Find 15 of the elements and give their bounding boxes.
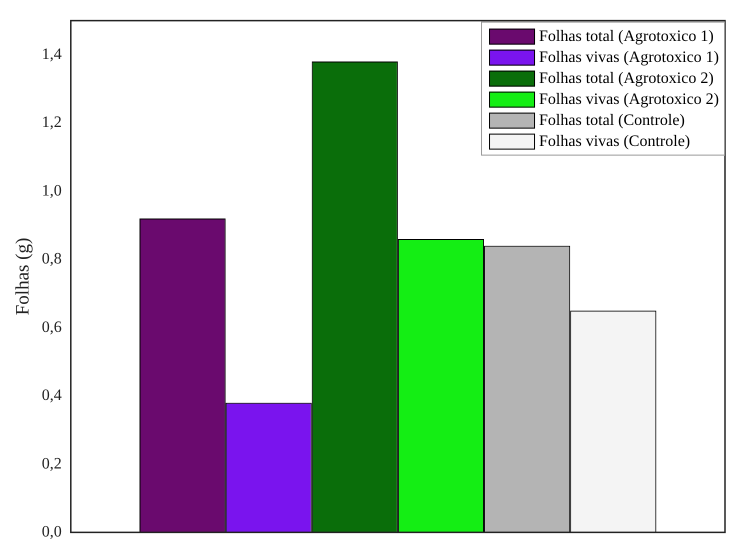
- y-tick-label: 0,8: [42, 250, 62, 268]
- y-tick-label: 1,4: [42, 46, 62, 63]
- y-tick-label: 1,2: [42, 114, 62, 132]
- y-axis-title: Folhas (g): [12, 238, 34, 316]
- legend-label: Folhas total (Controle): [539, 112, 685, 129]
- legend-label: Folhas vivas (Controle): [539, 132, 690, 150]
- y-tick-label: 0,6: [42, 318, 62, 336]
- legend-label: Folhas vivas (Agrotoxico 2): [539, 90, 720, 108]
- legend-label: Folhas total (Agrotoxico 1): [539, 28, 714, 45]
- legend-label: Folhas total (Agrotoxico 2): [539, 70, 714, 87]
- y-tick-label: 0,0: [42, 524, 62, 541]
- legend-label: Folhas vivas (Agrotoxico 1): [539, 48, 720, 66]
- y-tick-label: 0,4: [42, 387, 62, 404]
- y-tick-label: 0,2: [42, 455, 62, 472]
- y-tick-label: 1,0: [42, 182, 62, 200]
